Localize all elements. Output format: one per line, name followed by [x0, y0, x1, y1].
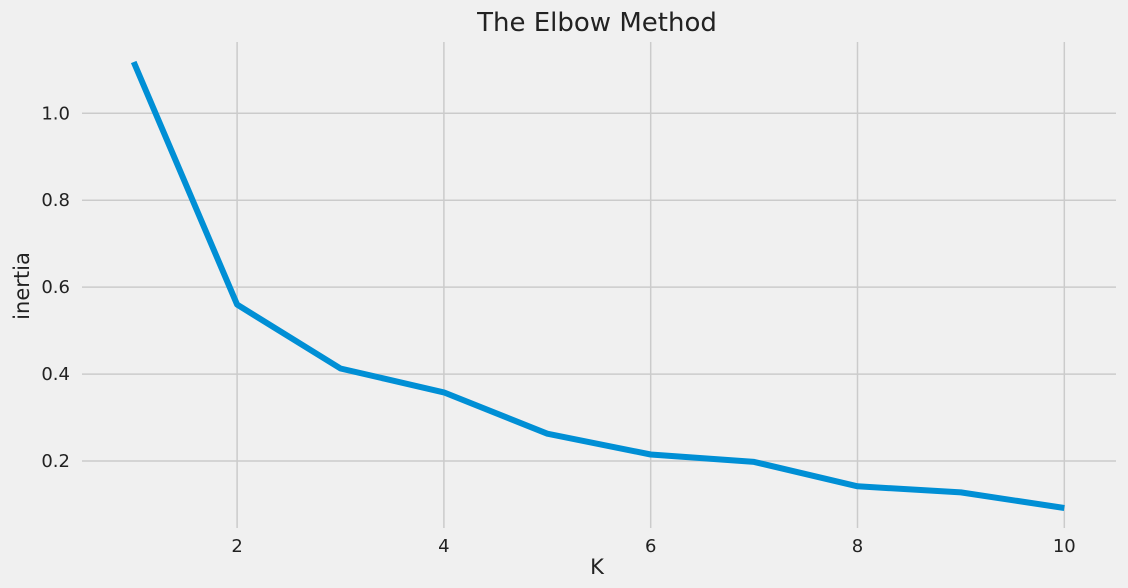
data-point: [751, 459, 757, 465]
data-point: [544, 431, 550, 437]
data-point: [855, 483, 861, 489]
series-layer: [130, 59, 1067, 511]
x-tick-label: 6: [645, 536, 656, 557]
data-point: [648, 452, 654, 458]
tick-labels: 2 4 6 8 10 0.2 0.4 0.6 0.8 1.0: [41, 103, 1075, 557]
data-point: [234, 302, 240, 308]
data-point: [1061, 505, 1067, 511]
x-tick-label: 8: [852, 536, 863, 557]
y-axis-title: inertia: [10, 252, 34, 320]
y-tick-label: 1.0: [41, 103, 70, 124]
x-axis-title: K: [590, 555, 605, 579]
x-tick-label: 10: [1053, 536, 1076, 557]
y-tick-label: 0.6: [41, 277, 70, 298]
x-tick-label: 4: [438, 536, 449, 557]
data-point: [131, 59, 137, 65]
series-line: [130, 60, 1065, 511]
data-point: [958, 489, 964, 495]
y-tick-label: 0.2: [41, 451, 70, 472]
y-tick-label: 0.4: [41, 364, 70, 385]
x-tick-label: 2: [231, 536, 242, 557]
grid-layer: [82, 42, 1116, 528]
data-point: [441, 389, 447, 395]
chart-title: The Elbow Method: [476, 8, 717, 38]
data-point: [338, 366, 344, 372]
y-tick-label: 0.8: [41, 190, 70, 211]
